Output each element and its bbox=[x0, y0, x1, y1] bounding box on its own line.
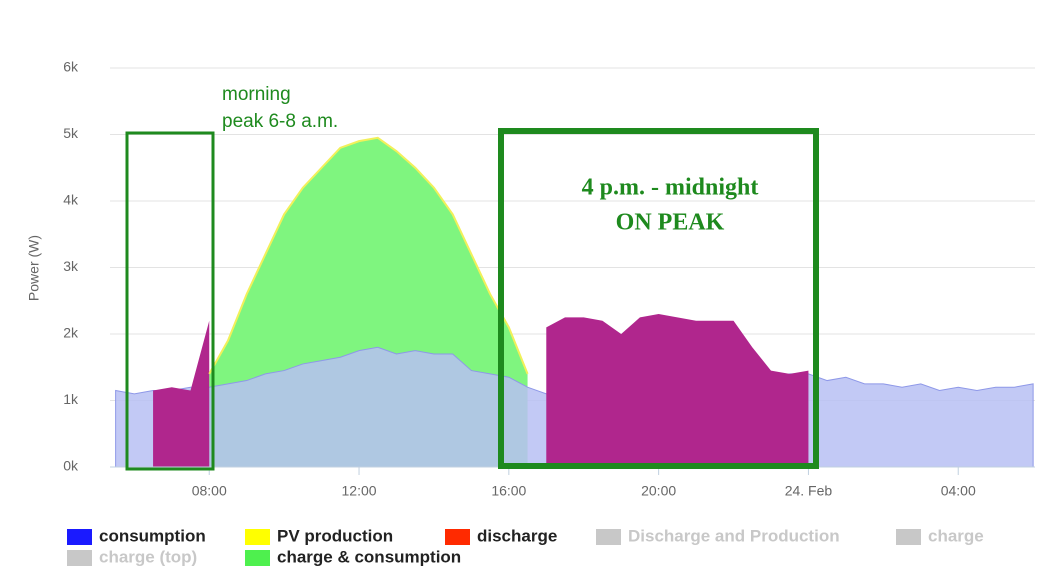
x-tick-label: 16:00 bbox=[491, 483, 526, 499]
legend-label[interactable]: Discharge and Production bbox=[628, 526, 840, 545]
legend-label[interactable]: discharge bbox=[477, 526, 557, 545]
legend-swatch[interactable] bbox=[245, 529, 270, 545]
on-peak-box bbox=[498, 128, 819, 469]
legend-label[interactable]: consumption bbox=[99, 526, 206, 545]
legend-swatch[interactable] bbox=[896, 529, 921, 545]
y-tick-label: 4k bbox=[63, 192, 79, 208]
legend-label[interactable]: charge bbox=[928, 526, 984, 545]
legend-label[interactable]: PV production bbox=[277, 526, 393, 545]
y-tick-label: 5k bbox=[63, 125, 79, 141]
y-tick-label: 6k bbox=[63, 59, 79, 75]
annotation: peak 6-8 a.m. bbox=[222, 111, 338, 132]
legend-swatch[interactable] bbox=[445, 529, 470, 545]
x-tick-label: 04:00 bbox=[941, 483, 976, 499]
legend-swatch[interactable] bbox=[596, 529, 621, 545]
y-tick-label: 0k bbox=[63, 458, 79, 474]
annotation: 4 p.m. - midnight bbox=[582, 175, 759, 201]
plot-area: 0k 1k 2k 3k 4k 5k 6k 08:00 12:00 16:00 20:00 24. Fe… bbox=[63, 59, 1035, 499]
legend-label[interactable]: charge & consumption bbox=[277, 547, 461, 566]
y-tick-label: 3k bbox=[63, 258, 79, 274]
y-axis-title: Power (W) bbox=[26, 235, 42, 301]
annotation: morning bbox=[222, 84, 291, 105]
line bbox=[208, 136, 529, 375]
x-tick-label: 08:00 bbox=[192, 483, 227, 499]
x-tick-label: 20:00 bbox=[641, 483, 676, 499]
legend: consumption PV production discharge Dischar… bbox=[67, 526, 984, 566]
y-tick-label: 2k bbox=[63, 325, 79, 341]
x-tick-label: 24. Feb bbox=[785, 483, 833, 499]
legend-swatch[interactable] bbox=[67, 550, 92, 566]
x-tick-label: 12:00 bbox=[342, 483, 377, 499]
legend-swatch[interactable] bbox=[245, 550, 270, 566]
area bbox=[153, 314, 809, 467]
legend-label[interactable]: charge (top) bbox=[99, 547, 197, 566]
annotation: ON PEAK bbox=[616, 210, 725, 236]
legend-swatch[interactable] bbox=[67, 529, 92, 545]
y-tick-label: 1k bbox=[63, 391, 79, 407]
morning-box bbox=[125, 131, 215, 471]
